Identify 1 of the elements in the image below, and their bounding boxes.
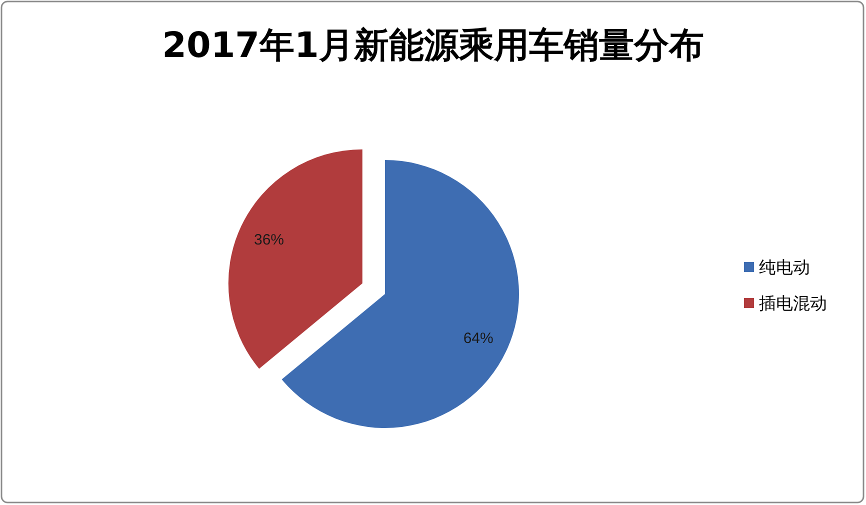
title: 2017年1月新能源乘用车销量分布 (162, 26, 704, 66)
